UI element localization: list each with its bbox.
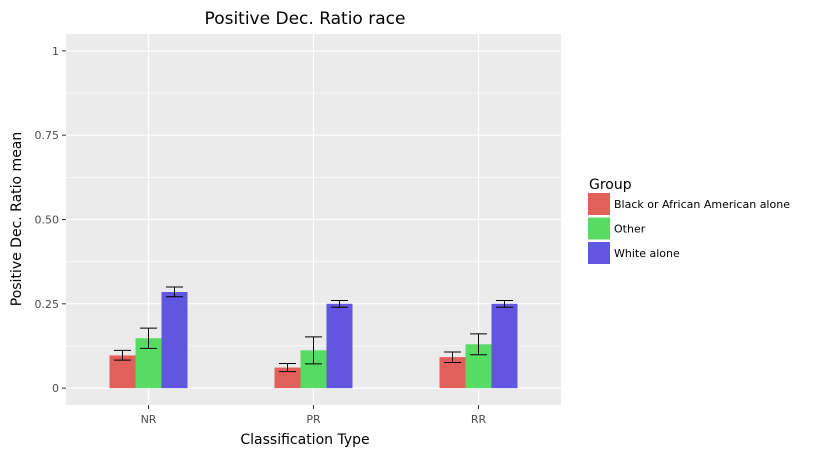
bar	[161, 292, 188, 389]
legend-swatch	[588, 193, 610, 215]
legend-swatch	[588, 217, 610, 240]
y-tick-label: 0.25	[35, 298, 60, 311]
x-tick-label: PR	[306, 413, 321, 426]
x-tick-label: RR	[471, 413, 487, 426]
y-axis: 0 0.25 0.50 0.75 1	[35, 45, 66, 395]
bar	[326, 303, 353, 389]
legend-label: Other	[614, 223, 646, 236]
x-axis-title: Classification Type	[240, 432, 369, 448]
bars	[109, 292, 518, 389]
y-tick-label: 1	[52, 45, 59, 58]
chart-title: Positive Dec. Ratio race	[205, 9, 406, 29]
y-tick-label: 0.50	[35, 214, 60, 227]
x-axis: NR PR RR	[141, 405, 487, 426]
bar	[491, 303, 518, 389]
legend-swatch	[588, 242, 610, 264]
legend-label: Black or African American alone	[614, 198, 790, 211]
bar	[109, 355, 136, 389]
legend: Group Black or African American alone Oth…	[588, 177, 790, 264]
legend-label: White alone	[614, 247, 680, 260]
x-tick-label: NR	[141, 413, 157, 426]
y-tick-label: 0.75	[35, 129, 60, 142]
error-bars	[114, 286, 513, 373]
y-axis-title: Positive Dec. Ratio mean	[9, 132, 25, 307]
bar	[274, 367, 301, 389]
legend-title: Group	[589, 177, 632, 193]
y-tick-label: 0	[52, 382, 59, 395]
